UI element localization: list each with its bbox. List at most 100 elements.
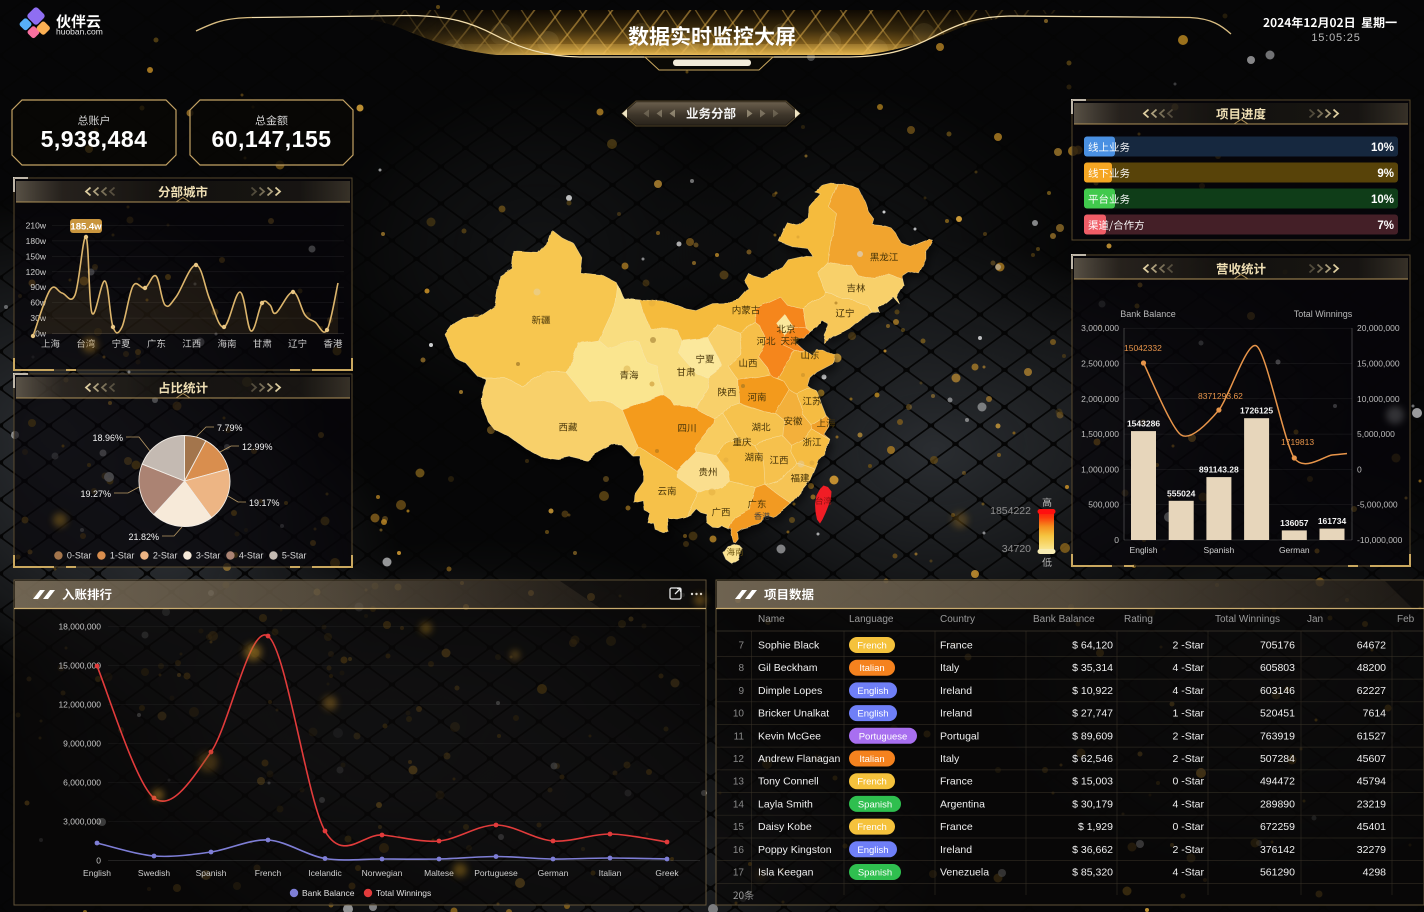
svg-text:Portuguese: Portuguese	[859, 731, 908, 742]
svg-text:3-Star: 3-Star	[196, 551, 221, 561]
svg-text:15: 15	[733, 822, 745, 833]
svg-text:61527: 61527	[1357, 730, 1386, 742]
svg-text:9: 9	[738, 686, 744, 697]
svg-text:Rating: Rating	[1124, 614, 1153, 625]
svg-text:1,000,000: 1,000,000	[1081, 464, 1119, 474]
svg-text:huoban.com: huoban.com	[56, 27, 103, 37]
svg-text:Italian: Italian	[859, 754, 884, 765]
svg-text:$ 85,320: $ 85,320	[1072, 867, 1113, 879]
svg-text:$ 36,662: $ 36,662	[1072, 844, 1113, 856]
svg-text:$ 27,747: $ 27,747	[1072, 708, 1113, 720]
svg-text:5,000,000: 5,000,000	[1357, 429, 1395, 439]
svg-text:17: 17	[733, 868, 745, 879]
svg-text:Isla Keegan: Isla Keegan	[758, 867, 814, 879]
svg-text:$ 15,003: $ 15,003	[1072, 776, 1113, 788]
svg-text:Maltese: Maltese	[424, 868, 454, 878]
svg-text:11: 11	[734, 731, 745, 742]
svg-text:4 -Star: 4 -Star	[1172, 685, 1204, 697]
svg-text:Italy: Italy	[940, 662, 960, 674]
svg-text:1-Star: 1-Star	[110, 551, 135, 561]
svg-text:2 -Star: 2 -Star	[1172, 753, 1204, 765]
svg-text:605803: 605803	[1260, 662, 1295, 674]
svg-text:15:05:25: 15:05:25	[1311, 32, 1360, 44]
svg-text:Feb: Feb	[1397, 614, 1415, 625]
svg-text:0-Star: 0-Star	[67, 551, 92, 561]
svg-text:21.82%: 21.82%	[128, 532, 159, 542]
svg-text:4298: 4298	[1363, 867, 1387, 879]
svg-text:210w: 210w	[26, 220, 47, 230]
svg-text:507284: 507284	[1260, 753, 1295, 765]
svg-text:France: France	[940, 640, 973, 652]
svg-text:8371293.62: 8371293.62	[1198, 391, 1243, 401]
svg-text:English: English	[857, 845, 888, 856]
svg-text:$ 89,609: $ 89,609	[1072, 730, 1113, 742]
svg-text:France: France	[940, 776, 973, 788]
svg-text:2 -Star: 2 -Star	[1172, 844, 1204, 856]
svg-text:494472: 494472	[1260, 776, 1295, 788]
svg-text:15042332: 15042332	[1124, 343, 1162, 353]
svg-text:Greek: Greek	[655, 868, 679, 878]
svg-text:French: French	[255, 868, 282, 878]
svg-text:120w: 120w	[26, 267, 47, 277]
svg-text:18,000,000: 18,000,000	[58, 622, 101, 632]
svg-text:Name: Name	[758, 614, 785, 625]
svg-text:8: 8	[738, 663, 744, 674]
svg-text:Dimple Lopes: Dimple Lopes	[758, 685, 822, 697]
svg-text:Venezuela: Venezuela	[940, 867, 989, 879]
svg-text:Country: Country	[940, 614, 975, 625]
svg-text:Total Winnings: Total Winnings	[376, 888, 431, 898]
svg-text:Ireland: Ireland	[940, 685, 972, 697]
svg-text:1726125: 1726125	[1240, 406, 1273, 416]
svg-text:French: French	[857, 777, 887, 788]
svg-text:Sophie Black: Sophie Black	[758, 640, 820, 652]
svg-text:32279: 32279	[1357, 844, 1386, 856]
svg-text:Swedish: Swedish	[138, 868, 170, 878]
svg-text:19.17%: 19.17%	[249, 498, 280, 508]
svg-text:German: German	[538, 868, 569, 878]
svg-text:Spanish: Spanish	[858, 868, 892, 879]
svg-text:18.96%: 18.96%	[92, 433, 123, 443]
svg-text:180w: 180w	[26, 236, 47, 246]
svg-text:2-Star: 2-Star	[153, 551, 178, 561]
svg-text:English: English	[83, 868, 111, 878]
svg-text:1543286: 1543286	[1127, 419, 1160, 429]
svg-text:136057: 136057	[1280, 518, 1309, 528]
svg-text:13: 13	[733, 777, 745, 788]
svg-text:Andrew Flanagan: Andrew Flanagan	[758, 753, 840, 765]
svg-text:5,938,484: 5,938,484	[41, 126, 148, 152]
svg-text:Italian: Italian	[599, 868, 622, 878]
svg-text:English: English	[1130, 545, 1158, 555]
svg-text:15,000,000: 15,000,000	[1357, 359, 1400, 369]
svg-text:150w: 150w	[26, 251, 47, 261]
svg-text:520451: 520451	[1260, 708, 1295, 720]
svg-text:0 -Star: 0 -Star	[1172, 776, 1204, 788]
svg-text:$ 30,179: $ 30,179	[1072, 798, 1113, 810]
svg-text:-10,000,000: -10,000,000	[1357, 535, 1403, 545]
svg-text:7614: 7614	[1363, 708, 1387, 720]
svg-text:10,000,000: 10,000,000	[1357, 394, 1400, 404]
svg-text:1,500,000: 1,500,000	[1081, 429, 1119, 439]
svg-text:763919: 763919	[1260, 730, 1295, 742]
svg-text:7: 7	[738, 641, 744, 652]
svg-text:Total Winnings: Total Winnings	[1294, 309, 1353, 319]
svg-text:2,500,000: 2,500,000	[1081, 359, 1119, 369]
svg-text:7%: 7%	[1377, 220, 1394, 232]
svg-text:45607: 45607	[1357, 753, 1386, 765]
svg-text:2 -Star: 2 -Star	[1172, 640, 1204, 652]
svg-text:6,000,000: 6,000,000	[63, 778, 101, 788]
svg-text:4 -Star: 4 -Star	[1172, 662, 1204, 674]
svg-text:Ireland: Ireland	[940, 708, 972, 720]
svg-text:Argentina: Argentina	[940, 798, 985, 810]
svg-text:5-Star: 5-Star	[282, 551, 307, 561]
svg-text:Total Winnings: Total Winnings	[1215, 614, 1280, 625]
svg-text:Spanish: Spanish	[196, 868, 227, 878]
svg-text:672259: 672259	[1260, 821, 1295, 833]
svg-text:Kevin McGee: Kevin McGee	[758, 730, 821, 742]
svg-text:4 -Star: 4 -Star	[1172, 867, 1204, 879]
svg-text:Daisy Kobe: Daisy Kobe	[758, 821, 812, 833]
svg-text:2 -Star: 2 -Star	[1172, 730, 1204, 742]
svg-text:12,000,000: 12,000,000	[58, 700, 101, 710]
svg-text:45401: 45401	[1357, 821, 1386, 833]
svg-text:Bank Balance: Bank Balance	[1120, 309, 1176, 319]
svg-text:English: English	[857, 709, 888, 720]
